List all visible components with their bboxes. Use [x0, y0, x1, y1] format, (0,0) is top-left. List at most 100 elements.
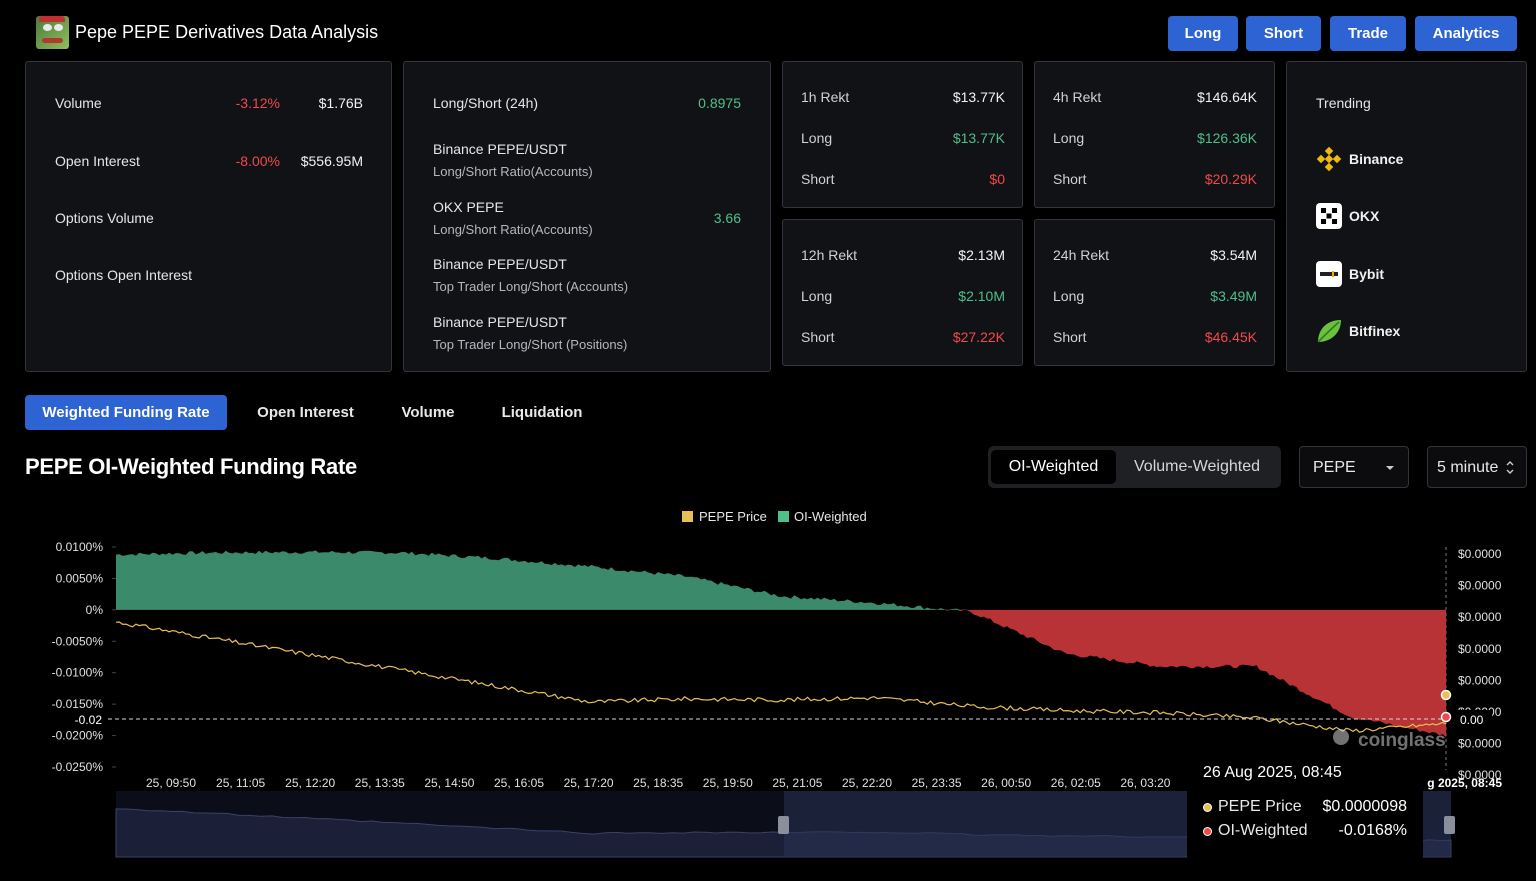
rekt-total: $146.64K: [1197, 89, 1257, 105]
segment-volume-weighted[interactable]: Volume-Weighted: [1134, 458, 1260, 475]
navigator-left-handle[interactable]: [778, 816, 789, 834]
y-right-tick-label: $0.0000: [1458, 737, 1502, 751]
tab-volume[interactable]: Volume: [401, 404, 455, 421]
funding-areas: [116, 550, 1446, 738]
tab-open-interest[interactable]: Open Interest: [257, 404, 354, 421]
chart-section-title: PEPE OI-Weighted Funding Rate: [25, 454, 357, 479]
tooltip-row-oi: OI-Weighted: [1203, 822, 1308, 840]
y-right-tick-label: $0.0000: [1458, 579, 1502, 593]
y-left-tick-label: -0.0100%: [52, 666, 104, 680]
binance-icon: [1316, 146, 1342, 172]
oi-marker: [1440, 711, 1452, 723]
trending-item-bitfinex[interactable]: Bitfinex: [1315, 317, 1400, 345]
y-left-tick-label: -0.0150%: [52, 697, 104, 711]
rekt-long-label: Long: [1053, 130, 1085, 146]
price-marker: [1440, 689, 1452, 701]
x-tick-label: 25, 12:20: [285, 776, 335, 790]
coin-select[interactable]: PEPE: [1299, 446, 1409, 488]
rekt-short-label: Short: [1053, 171, 1087, 187]
rekt-total: $3.54M: [1210, 247, 1257, 263]
caret-down-icon: [1386, 466, 1394, 470]
rekt-short-label: Short: [1053, 329, 1087, 345]
trending-label: Binance: [1349, 151, 1404, 167]
interval-select[interactable]: 5 minute: [1427, 446, 1527, 488]
rekt-card-24h: 24h Rekt $3.54M Long $3.49M Short $46.45…: [1034, 219, 1275, 366]
pepe-price-line: [115, 621, 1447, 733]
crosshair-y-badge: [66, 710, 106, 728]
x-tick-label: 25, 09:50: [146, 776, 196, 790]
tab-liquidation[interactable]: Liquidation: [501, 404, 583, 421]
x-tick-label: 25, 23:35: [912, 776, 962, 790]
bitfinex-icon: [1317, 320, 1341, 343]
trending-label: Bybit: [1349, 266, 1384, 282]
stat-value-open-interest: $556.95M: [300, 153, 363, 169]
rekt-short-value: $27.22K: [952, 329, 1005, 345]
rekt-total: $13.77K: [952, 89, 1005, 105]
ratio-title-24h: Long/Short (24h): [433, 95, 539, 111]
rekt-long-value: $2.10M: [958, 288, 1005, 304]
chart-legend: PEPE Price OI-Weighted: [682, 509, 867, 524]
rekt-period: 12h Rekt: [801, 247, 858, 263]
funding-positive-area: [116, 550, 1446, 610]
legend-swatch-oi: [778, 511, 789, 522]
ratio-value-24h: 0.8975: [698, 95, 741, 111]
ratio-sub-binance-top-accounts: Top Trader Long/Short (Accounts): [433, 279, 629, 294]
rekt-long-value: $13.77K: [952, 130, 1005, 146]
x-tick-label: 26, 03:20: [1120, 776, 1170, 790]
short-button[interactable]: Short: [1246, 16, 1321, 51]
tooltip-date: 26 Aug 2025, 08:45: [1203, 764, 1342, 781]
rekt-total: $2.13M: [958, 247, 1005, 263]
weighting-segmented-control: OI-Weighted Volume-Weighted: [988, 446, 1281, 488]
x-tick-label: 25, 13:35: [355, 776, 405, 790]
ratio-title-binance-top-accounts: Binance PEPE/USDT: [433, 256, 567, 272]
coinglass-watermark: coinglass: [1333, 729, 1446, 751]
trending-label: OKX: [1349, 208, 1380, 224]
funding-negative-area: [116, 609, 1446, 738]
rekt-long-label: Long: [801, 130, 833, 146]
tooltip-price-label: PEPE Price: [1218, 798, 1302, 815]
y-right-tick-label: $0.0000: [1458, 642, 1502, 656]
x-tick-label: 25, 21:05: [772, 776, 822, 790]
y-right-tick-label: $0.0000: [1458, 673, 1502, 687]
y-right-tick-label: $0.0000: [1458, 547, 1502, 561]
x-tick-label: 25, 16:05: [494, 776, 544, 790]
trending-item-okx[interactable]: OKX: [1315, 202, 1379, 230]
rekt-period: 24h Rekt: [1053, 247, 1110, 263]
tooltip-oi-value: -0.0168%: [1338, 822, 1408, 839]
bybit-icon: [1316, 261, 1342, 287]
ratio-title-binance-accounts: Binance PEPE/USDT: [433, 141, 567, 157]
trade-button[interactable]: Trade: [1330, 16, 1406, 51]
rekt-short-label: Short: [801, 171, 835, 187]
stat-label-volume: Volume: [55, 95, 102, 111]
rekt-short-value: $0: [989, 171, 1005, 187]
rekt-period: 4h Rekt: [1053, 89, 1102, 105]
legend-price: PEPE Price: [699, 509, 767, 524]
trending-item-binance[interactable]: Binance: [1315, 145, 1403, 173]
watermark-text: coinglass: [1358, 730, 1446, 751]
long-button[interactable]: Long: [1168, 16, 1238, 51]
trending-title: Trending: [1316, 95, 1371, 111]
trending-item-bybit[interactable]: Bybit: [1315, 260, 1384, 288]
market-stats-card: Volume -3.12% $1.76B Open Interest -8.00…: [25, 61, 392, 372]
rekt-long-label: Long: [801, 288, 833, 304]
analytics-button[interactable]: Analytics: [1415, 16, 1517, 51]
x-tick-label: 25, 14:50: [424, 776, 474, 790]
y-left-tick-label: 0.0100%: [56, 540, 104, 554]
rekt-card-4h: 4h Rekt $146.64K Long $126.36K Short $20…: [1034, 61, 1275, 208]
rekt-card-12h: 12h Rekt $2.13M Long $2.10M Short $27.22…: [782, 219, 1023, 366]
tab-weighted-funding-rate[interactable]: Weighted Funding Rate: [25, 395, 227, 430]
funding-rate-chart[interactable]: PEPE Price OI-Weighted 0.0100% 0.0050% 0% -…: [0, 500, 1536, 881]
oi-dot-icon: [1203, 826, 1212, 836]
y-left-tick-label: 0.0050%: [56, 571, 104, 585]
stat-change-volume: -3.12%: [235, 95, 280, 111]
ratio-sub-okx: Long/Short Ratio(Accounts): [433, 222, 593, 237]
top-bar: Pepe PEPE Derivatives Data Analysis Long…: [0, 0, 1536, 62]
y-right-tick-label: $0.0000: [1458, 610, 1502, 624]
segment-oi-weighted[interactable]: OI-Weighted: [991, 450, 1116, 484]
x-tick-label: 26, 02:05: [1051, 776, 1101, 790]
navigator-right-handle[interactable]: [1444, 816, 1455, 834]
y-left-tick-label: -0.0050%: [52, 634, 104, 648]
x-tick-label: 25, 11:05: [216, 776, 265, 790]
pepe-logo-icon: [36, 16, 69, 49]
stat-change-open-interest: -8.00%: [235, 153, 280, 169]
